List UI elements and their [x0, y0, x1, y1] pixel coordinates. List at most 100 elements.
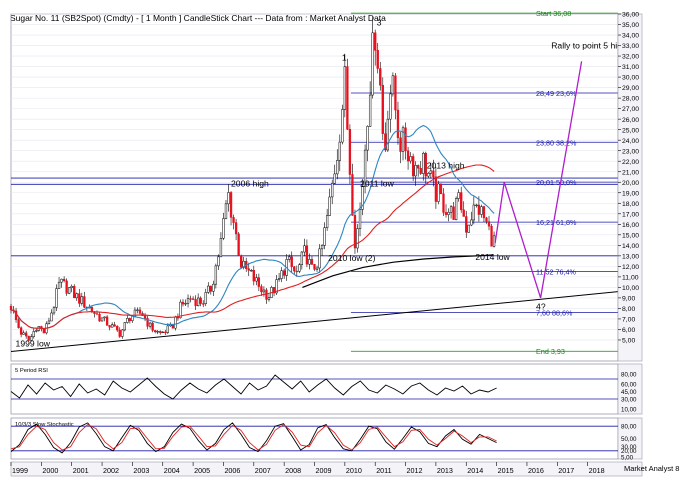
candle-body: [159, 331, 162, 333]
candle-body: [98, 314, 101, 322]
candle-body: [290, 256, 293, 267]
candle-body: [128, 318, 132, 321]
candle-body: [358, 209, 362, 229]
blue-moving-average-line: [10, 124, 495, 330]
candle-body: [191, 298, 195, 300]
candle-body: [325, 215, 329, 228]
candle-body: [315, 267, 319, 270]
candle-body: [227, 192, 230, 205]
candle-body: [166, 325, 169, 333]
candle-body: [475, 204, 478, 207]
price-tick-label: 36,00: [622, 12, 639, 19]
candle-body: [199, 297, 202, 304]
candle-body: [437, 183, 440, 202]
candle-body: [300, 251, 304, 266]
candle-body: [310, 259, 314, 265]
price-tick-label: 8,00: [622, 306, 635, 313]
projected-wave-path: [494, 61, 583, 299]
candle-body: [391, 75, 395, 95]
candle-body: [116, 325, 119, 331]
candle-body: [108, 325, 111, 328]
indicator-tick-label: 5,00: [621, 454, 634, 461]
annotation-label: 2006 high: [231, 178, 269, 188]
candle-body: [111, 324, 114, 328]
time-tick-label: 2011: [376, 466, 391, 475]
candle-body: [401, 127, 405, 152]
indicator-axis-strip: [617, 417, 643, 460]
candle-body: [429, 170, 433, 174]
price-tick-label: 17,00: [622, 211, 639, 218]
time-tick-label: 2005: [194, 466, 210, 475]
candle-body: [404, 127, 407, 151]
candle-body: [247, 268, 250, 271]
annotation-label: Rally to point 5 high: [551, 41, 627, 51]
candle-body: [371, 32, 374, 96]
fib-level-label: Start 36,08: [536, 9, 571, 18]
fib-level-label: 11,52 76,4%: [536, 267, 576, 276]
candle-body: [492, 235, 496, 247]
candle-body: [381, 84, 384, 134]
candle-body: [343, 66, 347, 110]
candle-body: [68, 287, 71, 294]
candle-body: [363, 149, 367, 187]
candle-body: [237, 233, 240, 256]
price-tick-label: 10,00: [622, 285, 639, 292]
time-tick-label: 1999: [12, 466, 28, 475]
time-tick-label: 2002: [103, 466, 119, 475]
fib-level-label: End 3,93: [536, 347, 565, 356]
candle-body: [143, 315, 147, 319]
candle-body: [204, 292, 207, 304]
time-tick-label: 2013: [437, 466, 453, 475]
price-tick-label: 28,00: [622, 96, 639, 103]
projection-path: [494, 61, 583, 299]
indicator-series-line: [10, 424, 497, 451]
candle-body: [73, 285, 76, 299]
candle-body: [277, 278, 281, 280]
candle-body: [477, 204, 481, 215]
candle-body: [9, 306, 13, 311]
candle-body: [95, 313, 99, 315]
candle-body: [280, 270, 283, 279]
candle-body: [196, 297, 200, 307]
chart-title: Sugar No. 11 (SB2Spot) (Cmdty) - [ 1 Mon…: [10, 13, 386, 23]
candle-body: [318, 248, 321, 269]
candle-body: [47, 320, 51, 325]
indicator-tick-label: 30,00: [621, 396, 637, 403]
time-tick-label: 2008: [285, 466, 301, 475]
candle-body: [467, 224, 470, 233]
indicator-frame: [10, 363, 619, 415]
candle-body: [320, 245, 324, 250]
candle-body: [419, 167, 422, 174]
candle-body: [242, 260, 245, 268]
indicator-tick-label: 80,00: [621, 371, 637, 378]
candle-body: [409, 156, 412, 162]
candle-body: [368, 94, 372, 127]
annotations: 1999 low 2006 high 1 3 2011 low 2013 high 2010…: [16, 18, 627, 349]
price-tick-label: 9,00: [622, 296, 635, 303]
price-tick-label: 15,00: [622, 232, 639, 239]
candle-body: [288, 256, 291, 260]
candle-body: [78, 293, 81, 304]
candle-body: [123, 322, 126, 331]
price-tick-label: 22,00: [622, 159, 639, 166]
price-tick-label: 6,00: [622, 327, 635, 334]
candle-body: [121, 329, 124, 337]
trend-lines: [10, 254, 619, 353]
candle-body: [214, 265, 218, 285]
moving-averages: [10, 124, 495, 330]
time-tick-label: 2003: [133, 466, 149, 475]
candle-body: [234, 222, 238, 235]
candle-body: [472, 204, 475, 221]
candle-body: [417, 165, 420, 169]
price-tick-label: 21,00: [622, 169, 639, 176]
horizontal-guides: [11, 177, 618, 257]
time-tick-label: 2001: [73, 466, 89, 475]
fib-level-label: 20,01 50,0%: [536, 178, 577, 187]
fib-level-label: 16,21 61,8%: [536, 218, 577, 227]
candle-body: [424, 152, 427, 177]
candle-body: [434, 176, 438, 202]
candle-body: [447, 211, 450, 215]
annotation-label: 2010 low (2): [328, 253, 375, 263]
price-tick-label: 27,00: [622, 106, 639, 113]
price-tick-label: 5,00: [622, 338, 635, 345]
